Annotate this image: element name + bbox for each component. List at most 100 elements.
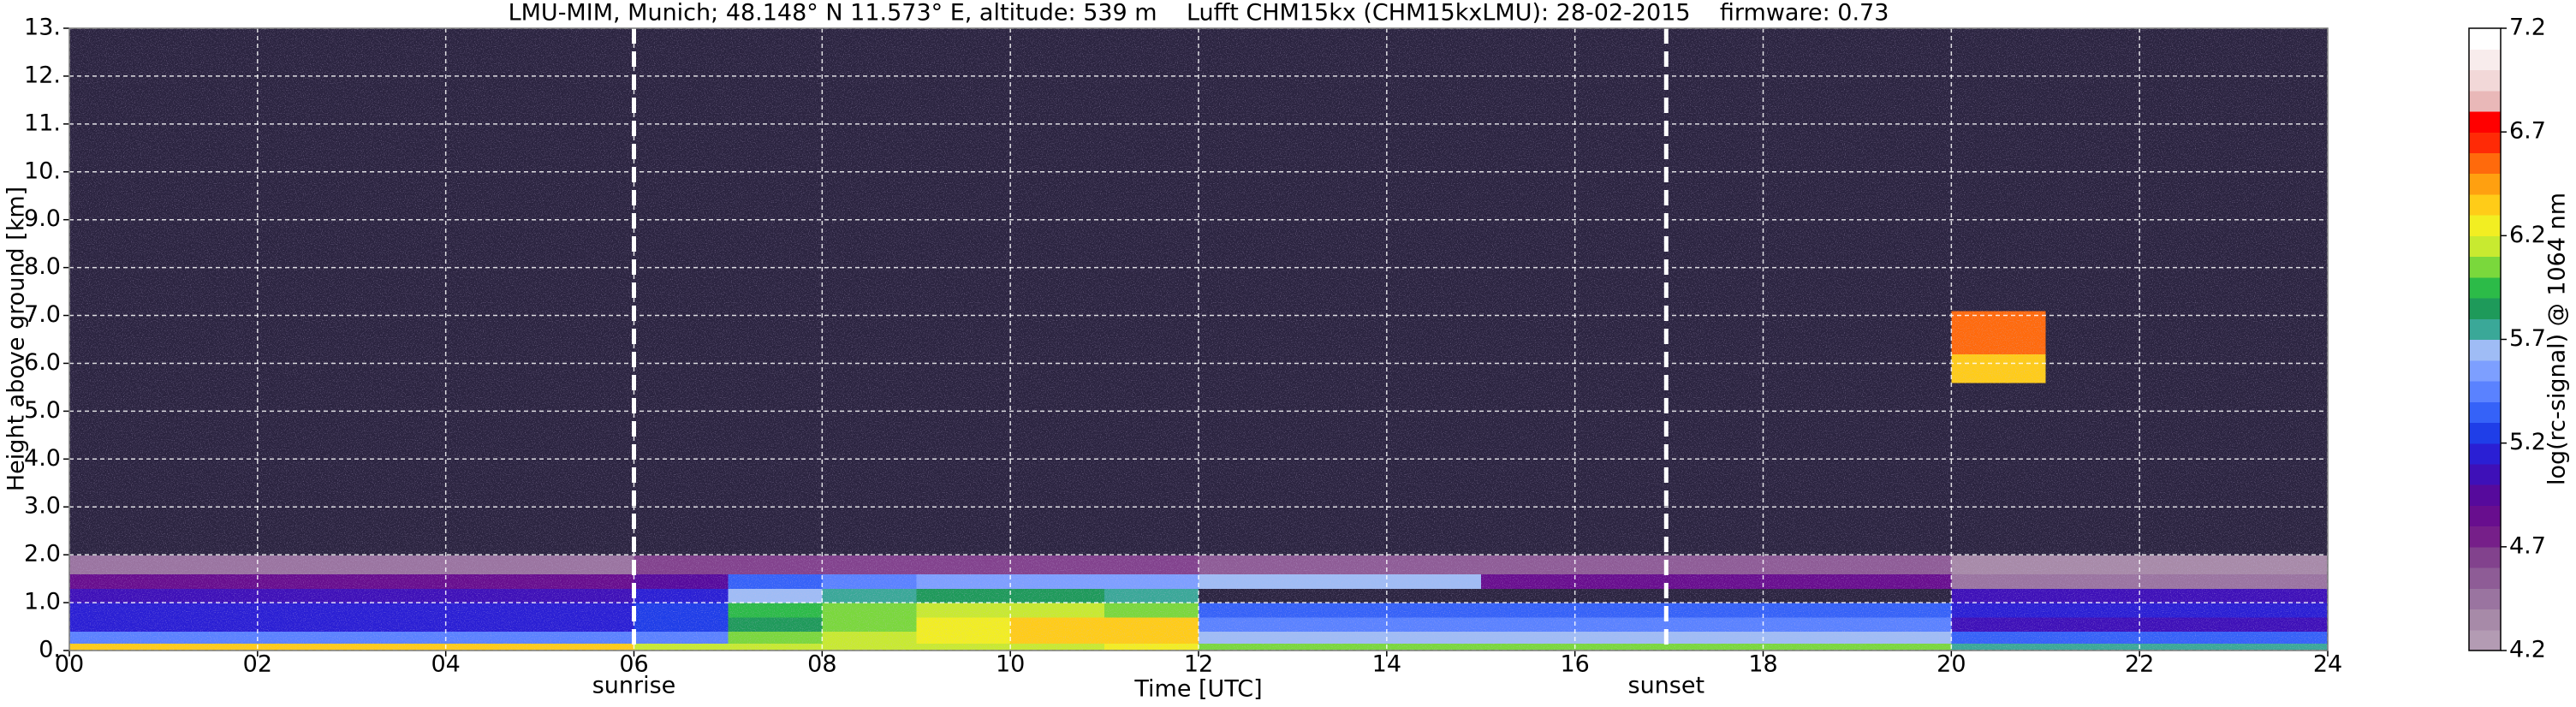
y-tick-label: 0. bbox=[39, 637, 61, 663]
heatmap-cell bbox=[1857, 631, 1952, 645]
heatmap-cell bbox=[634, 573, 729, 589]
heatmap-cell bbox=[1857, 588, 1952, 603]
colorbar-tick-label: 6.7 bbox=[2509, 118, 2546, 145]
heatmap-cell bbox=[1763, 616, 1859, 633]
heatmap-cell bbox=[634, 631, 729, 645]
colorbar-swatch bbox=[2469, 463, 2501, 485]
heatmap-cell bbox=[1199, 588, 1294, 603]
heatmap-cell bbox=[1763, 603, 1859, 618]
heatmap-cell bbox=[69, 555, 164, 575]
colorbar-swatch bbox=[2469, 484, 2501, 506]
heatmap-cell bbox=[1104, 310, 1199, 354]
colorbar-swatch bbox=[2469, 256, 2501, 278]
heatmap-cell bbox=[1199, 603, 1294, 618]
x-tick-label: 06 bbox=[619, 651, 648, 678]
heatmap-cell bbox=[257, 28, 353, 312]
heatmap-cell bbox=[1292, 382, 1388, 556]
heatmap-cell bbox=[1574, 603, 1670, 618]
heatmap-cell bbox=[916, 382, 1011, 556]
heatmap-cell bbox=[2234, 28, 2329, 312]
heatmap-cell bbox=[1574, 354, 1670, 383]
colorbar-swatch bbox=[2469, 629, 2501, 651]
colorbar-swatch bbox=[2469, 152, 2501, 175]
heatmap-cell bbox=[1669, 555, 1764, 575]
x-tick-label: 04 bbox=[431, 651, 460, 678]
heatmap-cell bbox=[1292, 588, 1388, 603]
heatmap-cell bbox=[2045, 603, 2140, 618]
heatmap-cell bbox=[1292, 631, 1388, 645]
heatmap-cell bbox=[1480, 603, 1576, 618]
x-tick-label: 16 bbox=[1560, 651, 1589, 678]
heatmap-cell bbox=[1010, 588, 1105, 603]
y-axis-label: Height above ground [km] bbox=[3, 187, 30, 491]
x-tick-label: 10 bbox=[996, 651, 1025, 678]
colorbar-swatch bbox=[2469, 380, 2501, 402]
heatmap-cell bbox=[539, 573, 635, 589]
heatmap-cell bbox=[351, 573, 447, 589]
heatmap-cell bbox=[257, 573, 353, 589]
y-tick-label: 9.0 bbox=[24, 205, 61, 232]
heatmap-cell bbox=[163, 603, 259, 618]
heatmap-cell bbox=[728, 310, 823, 354]
heatmap-cell bbox=[1199, 354, 1294, 383]
colorbar-tick-label: 5.7 bbox=[2509, 325, 2546, 352]
heatmap-cell bbox=[916, 573, 1011, 589]
colorbar-swatch bbox=[2469, 69, 2501, 92]
heatmap-cell bbox=[1480, 354, 1576, 383]
heatmap-cell bbox=[1199, 555, 1294, 575]
colorbar-swatch bbox=[2469, 132, 2501, 153]
heatmap-cell bbox=[916, 588, 1011, 603]
y-tick-label: 13. bbox=[24, 15, 61, 41]
colorbar-swatch bbox=[2469, 90, 2501, 112]
heatmap-cell bbox=[1292, 573, 1388, 589]
heatmap-cell bbox=[916, 310, 1011, 354]
heatmap-cell bbox=[257, 555, 353, 575]
heatmap-cell bbox=[351, 631, 447, 645]
heatmap-cell bbox=[539, 354, 635, 383]
heatmap-cell bbox=[634, 588, 729, 603]
heatmap-cell bbox=[634, 382, 729, 556]
colorbar-swatch bbox=[2469, 298, 2501, 319]
heatmap-cell bbox=[916, 603, 1011, 618]
heatmap-cell bbox=[163, 631, 259, 645]
heatmap-cell bbox=[2234, 310, 2329, 354]
heatmap-cell bbox=[1857, 354, 1952, 383]
heatmap-cell bbox=[1480, 631, 1576, 645]
heatmap-cell bbox=[2139, 603, 2234, 618]
heatmap-cell bbox=[1857, 555, 1952, 575]
heatmap-cell bbox=[1104, 555, 1199, 575]
colorbar-swatch bbox=[2469, 609, 2501, 631]
heatmap-cell bbox=[1763, 354, 1859, 383]
colorbar-swatch bbox=[2469, 49, 2501, 71]
x-axis-label: Time [UTC] bbox=[1133, 676, 1262, 703]
heatmap-cell bbox=[916, 354, 1011, 383]
colorbar-swatch bbox=[2469, 422, 2501, 444]
heatmap-cell bbox=[1010, 354, 1105, 383]
heatmap-cell bbox=[2045, 616, 2140, 633]
heatmap-cell bbox=[1386, 310, 1482, 354]
heatmap-cell bbox=[1763, 310, 1859, 354]
heatmap-cell bbox=[1386, 28, 1482, 312]
heatmap-cell bbox=[728, 28, 823, 312]
heatmap-cell bbox=[1574, 573, 1670, 589]
y-tick-label: 6.0 bbox=[24, 349, 61, 376]
annotation-label: sunrise bbox=[592, 673, 676, 699]
heatmap-cell bbox=[163, 28, 259, 312]
heatmap-cell bbox=[69, 588, 164, 603]
heatmap-cell bbox=[1292, 28, 1388, 312]
heatmap-cell bbox=[634, 616, 729, 633]
colorbar-swatch bbox=[2469, 193, 2501, 216]
heatmap-cell bbox=[1857, 382, 1952, 556]
x-tick-label: 22 bbox=[2125, 651, 2154, 678]
heatmap-cell bbox=[1480, 573, 1576, 589]
y-tick-label: 11. bbox=[24, 110, 61, 136]
heatmap-cell bbox=[351, 603, 447, 618]
heatmap-cell bbox=[2139, 588, 2234, 603]
heatmap-cell bbox=[539, 555, 635, 575]
heatmap-cell bbox=[1669, 603, 1764, 618]
heatmap-cell bbox=[1763, 588, 1859, 603]
heatmap-cell bbox=[539, 631, 635, 645]
heatmap-cell bbox=[1104, 631, 1199, 645]
heatmap-cell bbox=[634, 354, 729, 383]
heatmap-cell bbox=[69, 631, 164, 645]
